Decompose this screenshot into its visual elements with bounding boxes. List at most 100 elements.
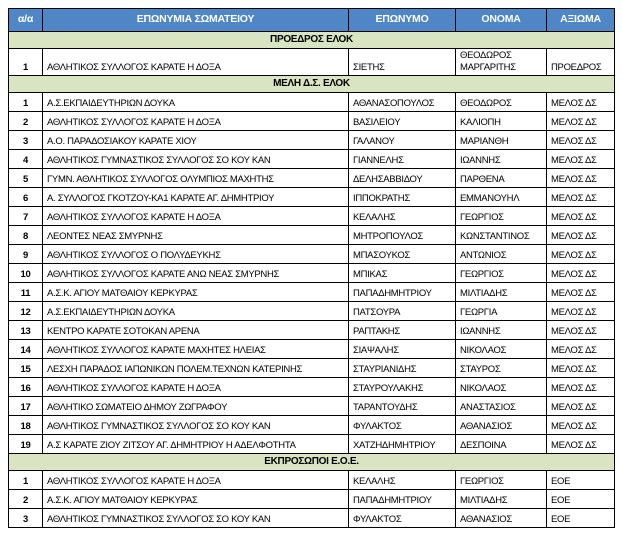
role-cell: ΜΕΛΟΣ ΔΣ xyxy=(546,262,615,283)
row-number-cell: 1 xyxy=(8,48,43,76)
firstname-cell: ΓΕΩΡΓΙΟΣ xyxy=(455,262,547,283)
surname-cell: ΜΠΑΣΟΥΚΟΣ xyxy=(348,243,456,264)
table-row: 3 Α.Ο. ΠΑΡΑΔΟΣΙΑΚΟΥ ΚΑΡΑΤΕ ΧΙΟΥ ΓΑΛΑΝΟΥ ΜΑΡ… xyxy=(8,129,615,150)
row-number-cell: 3 xyxy=(8,129,43,150)
table-row: 12 Α.Σ.ΕΚΠΑΙΔΕΥΤΗΡΙΩΝ ΔΟΥΚΑ ΠΑΤΣΟΥΡΑ ΓΕΩΡΓΙ… xyxy=(8,300,615,321)
firstname-cell: ΚΩΝΣΤΑΝΤΙΝΟΣ xyxy=(455,224,547,245)
role-cell: ΜΕΛΟΣ ΔΣ xyxy=(546,224,615,245)
role-cell: ΜΕΛΟΣ ΔΣ xyxy=(546,338,615,359)
section-title: ΕΚΠΡΟΣΩΠΟΙ Ε.Ο.Ε. xyxy=(8,452,615,471)
surname-cell: ΠΑΠΑΔΗΜΗΤΡΙΟΥ xyxy=(348,281,456,302)
club-name-cell: ΑΘΛΗΤΙΚΟΣ ΣΥΛΛΟΓΟΣ ΚΑΡΑΤΕ ΜΑΧΗΤΕΣ ΗΛΕΙΑΣ xyxy=(42,338,349,359)
table-row: 14 ΑΘΛΗΤΙΚΟΣ ΣΥΛΛΟΓΟΣ ΚΑΡΑΤΕ ΜΑΧΗΤΕΣ ΗΛΕΙ… xyxy=(8,338,615,359)
row-number-cell: 15 xyxy=(8,357,43,378)
role-cell: ΜΕΛΟΣ ΔΣ xyxy=(546,129,615,150)
row-number-cell: 7 xyxy=(8,205,43,226)
role-cell: ΕΟΕ xyxy=(546,469,615,490)
table-row: 3 ΑΘΛΗΤΙΚΟΣ ΓΥΜΝΑΣΤΙΚΟΣ ΣΥΛΛΟΓΟΣ ΣΟ ΚΟΥ Κ… xyxy=(8,507,615,528)
club-name-cell: ΓΥΜΝ. ΑΘΛΗΤΙΚΟΣ ΣΥΛΛΟΓΟΣ ΟΛΥΜΠΙΟΣ ΜΑΧΗΤΗ… xyxy=(42,167,349,188)
table-row: 6 Α. ΣΥΛΛΟΓΟΣ ΓΚΟΤΖΟΥ-ΚΑ1 ΚΑΡΑΤΕ ΑΓ. ΔΗΜΗ… xyxy=(8,186,615,207)
firstname-cell: ΕΜΜΑΝΟΥΗΛ xyxy=(455,186,547,207)
roster-table-container: α/α ΕΠΩΝΥΜΙΑ ΣΩΜΑΤΕΙΟΥ ΕΠΩΝΥΜΟ ΟΝΟΜΑ ΑΞΙ… xyxy=(8,8,615,528)
role-cell: ΜΕΛΟΣ ΔΣ xyxy=(546,319,615,340)
firstname-cell: ΘΕΟΔΩΡΟΣ xyxy=(455,91,547,112)
committee-roster-table: α/α ΕΠΩΝΥΜΙΑ ΣΩΜΑΤΕΙΟΥ ΕΠΩΝΥΜΟ ΟΝΟΜΑ ΑΞΙ… xyxy=(8,8,615,528)
surname-cell: ΚΕΛΑΛΗΣ xyxy=(348,205,456,226)
club-name-cell: ΑΘΛΗΤΙΚΟΣ ΓΥΜΝΑΣΤΙΚΟΣ ΣΥΛΛΟΓΟΣ ΣΟ ΚΟΥ ΚΑ… xyxy=(42,148,349,169)
row-number-cell: 1 xyxy=(8,91,43,112)
table-row: 1 ΑΘΛΗΤΙΚΟΣ ΣΥΛΛΟΓΟΣ ΚΑΡΑΤΕ Η ΔΟΞΑ ΣΙΕΤΗΣ Θ… xyxy=(8,48,615,76)
surname-cell: ΓΑΛΑΝΟΥ xyxy=(348,129,456,150)
firstname-cell: ΜΙΛΤΙΑΔΗΣ xyxy=(455,281,547,302)
role-cell: ΜΕΛΟΣ ΔΣ xyxy=(546,433,615,454)
surname-cell: ΚΕΛΑΛΗΣ xyxy=(348,469,456,490)
table-row: 19 Α.Σ ΚΑΡΑΤΕ ΖΙΟΥ ΖΙΤΣΟΥ ΑΓ. ΔΗΜΗΤΡΙΟΥ Η… xyxy=(8,433,615,454)
surname-cell: ΒΑΣΙΛΕΙΟΥ xyxy=(348,110,456,131)
club-name-cell: ΑΘΛΗΤΙΚΟΣ ΓΥΜΝΑΣΤΙΚΟΣ ΣΥΛΛΟΓΟΣ ΣΟ ΚΟΥ ΚΑ… xyxy=(42,507,349,528)
row-number-cell: 6 xyxy=(8,186,43,207)
surname-cell: ΙΠΠΟΚΡΑΤΗΣ xyxy=(348,186,456,207)
role-cell: ΜΕΛΟΣ ΔΣ xyxy=(546,300,615,321)
surname-cell: ΔΕΛΗΣΑΒΒΙΔΟΥ xyxy=(348,167,456,188)
role-cell: ΕΟΕ xyxy=(546,488,615,509)
column-header-firstname: ΟΝΟΜΑ xyxy=(455,8,547,32)
club-name-cell: ΛΕΟΝΤΕΣ ΝΕΑΣ ΣΜΥΡΝΗΣ xyxy=(42,224,349,245)
row-number-cell: 12 xyxy=(8,300,43,321)
role-cell: ΕΟΕ xyxy=(546,507,615,528)
table-row: 8 ΛΕΟΝΤΕΣ ΝΕΑΣ ΣΜΥΡΝΗΣ ΜΗΤΡΟΠΟΥΛΟΣ ΚΩΝΣΤΑΝΤ… xyxy=(8,224,615,245)
firstname-cell: ΑΘΑΝΑΣΙΟΣ xyxy=(455,414,547,435)
surname-cell: ΣΙΕΤΗΣ xyxy=(348,48,456,76)
club-name-cell: ΑΘΛΗΤΙΚΟΣ ΣΥΛΛΟΓΟΣ ΚΑΡΑΤΕ Η ΔΟΞΑ xyxy=(42,469,349,490)
row-number-cell: 18 xyxy=(8,414,43,435)
role-cell: ΜΕΛΟΣ ΔΣ xyxy=(546,281,615,302)
club-name-cell: ΑΘΛΗΤΙΚΟΣ ΣΥΛΛΟΓΟΣ ΚΑΡΑΤΕ Η ΔΟΞΑ xyxy=(42,110,349,131)
firstname-cell: ΝΙΚΟΛΑΟΣ xyxy=(455,338,547,359)
role-cell: ΜΕΛΟΣ ΔΣ xyxy=(546,110,615,131)
firstname-cell: ΠΑΡΘΕΝΑ xyxy=(455,167,547,188)
role-cell: ΜΕΛΟΣ ΔΣ xyxy=(546,91,615,112)
row-number-cell: 4 xyxy=(8,148,43,169)
table-row: 1 Α.Σ.ΕΚΠΑΙΔΕΥΤΗΡΙΩΝ ΔΟΥΚΑ ΑΘΑΝΑΣΟΠΟΥΛΟΣ ΘΕ… xyxy=(8,91,615,112)
surname-cell: ΜΗΤΡΟΠΟΥΛΟΣ xyxy=(348,224,456,245)
surname-cell: ΧΑΤΖΗΔΗΜΗΤΡΙΟΥ xyxy=(348,433,456,454)
firstname-cell: ΓΕΩΡΓΙΟΣ xyxy=(455,469,547,490)
row-number-cell: 1 xyxy=(8,469,43,490)
firstname-cell: ΘΕΟΔΩΡΟΣ ΜΑΡΓΑΡΙΤΗΣ xyxy=(455,48,547,76)
role-cell: ΜΕΛΟΣ ΔΣ xyxy=(546,357,615,378)
firstname-cell: ΑΝΤΩΝΙΟΣ xyxy=(455,243,547,264)
role-cell: ΜΕΛΟΣ ΔΣ xyxy=(546,395,615,416)
table-row: 5 ΓΥΜΝ. ΑΘΛΗΤΙΚΟΣ ΣΥΛΛΟΓΟΣ ΟΛΥΜΠΙΟΣ ΜΑΧΗΤ… xyxy=(8,167,615,188)
firstname-cell: ΝΙΚΟΛΑΟΣ xyxy=(455,376,547,397)
column-header-club: ΕΠΩΝΥΜΙΑ ΣΩΜΑΤΕΙΟΥ xyxy=(42,8,349,32)
row-number-cell: 8 xyxy=(8,224,43,245)
table-row: 10 ΑΘΛΗΤΙΚΟΣ ΣΥΛΛΟΓΟΣ ΚΑΡΑΤΕ ΑΝΩ ΝΕΑΣ ΣΜΥ… xyxy=(8,262,615,283)
surname-cell: ΠΑΠΑΔΗΜΗΤΡΙΟΥ xyxy=(348,488,456,509)
firstname-cell: ΣΤΑΥΡΟΣ xyxy=(455,357,547,378)
section-header-row: ΕΚΠΡΟΣΩΠΟΙ Ε.Ο.Ε. xyxy=(8,452,615,471)
surname-cell: ΦΥΛΑΚΤΟΣ xyxy=(348,414,456,435)
column-header-surname: ΕΠΩΝΥΜΟ xyxy=(348,8,456,32)
club-name-cell: ΑΘΛΗΤΙΚΟΣ ΓΥΜΝΑΣΤΙΚΟΣ ΣΥΛΛΟΓΟΣ ΣΟ ΚΟΥ ΚΑ… xyxy=(42,414,349,435)
club-name-cell: ΑΘΛΗΤΙΚΟ ΣΩΜΑΤΕΙΟ ΔΗΜΟΥ ΖΩΓΡΑΦΟΥ xyxy=(42,395,349,416)
table-row: 9 ΑΘΛΗΤΙΚΟΣ ΣΥΛΛΟΓΟΣ Ο ΠΟΛΥΔΕΥΚΗΣ ΜΠΑΣΟΥΚΟ… xyxy=(8,243,615,264)
row-number-cell: 3 xyxy=(8,507,43,528)
row-number-cell: 10 xyxy=(8,262,43,283)
club-name-cell: ΑΘΛΗΤΙΚΟΣ ΣΥΛΛΟΓΟΣ ΚΑΡΑΤΕ ΑΝΩ ΝΕΑΣ ΣΜΥΡΝ… xyxy=(42,262,349,283)
surname-cell: ΑΘΑΝΑΣΟΠΟΥΛΟΣ xyxy=(348,91,456,112)
row-number-cell: 5 xyxy=(8,167,43,188)
role-cell: ΜΕΛΟΣ ΔΣ xyxy=(546,414,615,435)
table-row: 17 ΑΘΛΗΤΙΚΟ ΣΩΜΑΤΕΙΟ ΔΗΜΟΥ ΖΩΓΡΑΦΟΥ ΤΑΡΑΝΤ… xyxy=(8,395,615,416)
club-name-cell: ΑΘΛΗΤΙΚΟΣ ΣΥΛΛΟΓΟΣ Ο ΠΟΛΥΔΕΥΚΗΣ xyxy=(42,243,349,264)
header-row: α/α ΕΠΩΝΥΜΙΑ ΣΩΜΑΤΕΙΟΥ ΕΠΩΝΥΜΟ ΟΝΟΜΑ ΑΞΙ… xyxy=(8,8,615,32)
row-number-cell: 19 xyxy=(8,433,43,454)
club-name-cell: ΑΘΛΗΤΙΚΟΣ ΣΥΛΛΟΓΟΣ ΚΑΡΑΤΕ Η ΔΟΞΑ xyxy=(42,376,349,397)
club-name-cell: Α.Ο. ΠΑΡΑΔΟΣΙΑΚΟΥ ΚΑΡΑΤΕ ΧΙΟΥ xyxy=(42,129,349,150)
section-title: ΠΡΟΕΔΡΟΣ ΕΛΟΚ xyxy=(8,31,615,49)
section-header-row: ΠΡΟΕΔΡΟΣ ΕΛΟΚ xyxy=(8,31,615,49)
table-row: 18 ΑΘΛΗΤΙΚΟΣ ΓΥΜΝΑΣΤΙΚΟΣ ΣΥΛΛΟΓΟΣ ΣΟ ΚΟΥ … xyxy=(8,414,615,435)
club-name-cell: Α.Σ.Κ. ΑΓΙΟΥ ΜΑΤΘΑΙΟΥ ΚΕΡΚΥΡΑΣ xyxy=(42,281,349,302)
section-title: ΜΕΛΗ Δ.Σ. ΕΛΟΚ xyxy=(8,74,615,93)
surname-cell: ΠΑΤΣΟΥΡΑ xyxy=(348,300,456,321)
row-number-cell: 9 xyxy=(8,243,43,264)
firstname-cell: ΜΑΡΙΑΝΘΗ xyxy=(455,129,547,150)
